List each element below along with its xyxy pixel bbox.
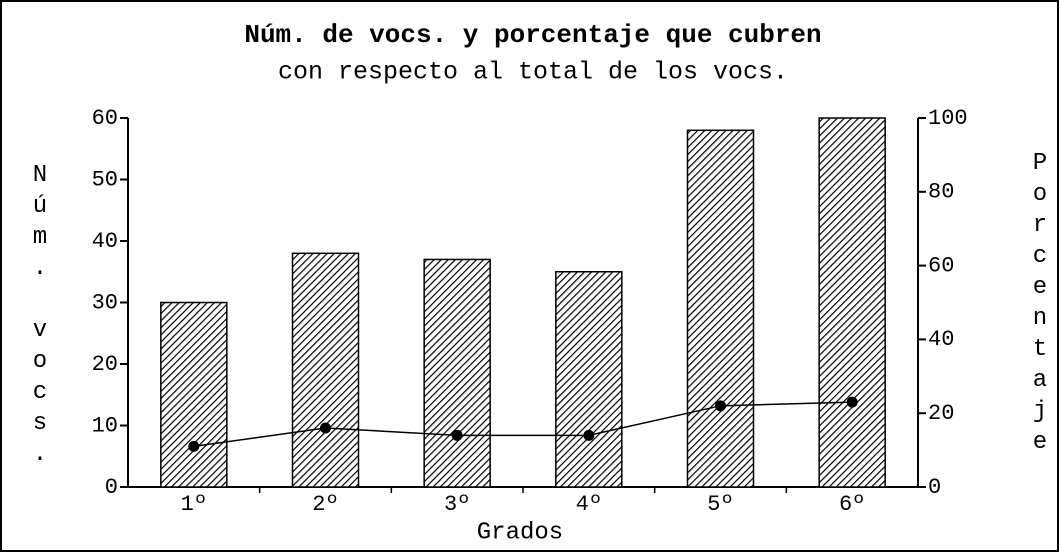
chart-title: Núm. de vocs. y porcentaje que cubren [244,20,821,50]
y-tick-label: 10 [92,413,118,438]
y2-tick-label: 60 [928,253,954,278]
y2-tick-label: 20 [928,401,954,426]
y-tick-label: 30 [92,290,118,315]
bar [555,271,623,488]
x-tick-label: 4º [576,492,602,517]
point [583,429,595,441]
y2-tick-label: 40 [928,327,954,352]
point [846,396,858,408]
bar [291,252,360,488]
bar [423,258,491,488]
x-tick-label: 6º [839,492,865,517]
bar [160,301,228,488]
point [188,440,200,452]
x-tick-label: 1º [181,492,207,517]
y2-tick-label: 100 [928,106,968,131]
y-tick-label: 50 [92,167,118,192]
point [320,422,331,434]
point [715,400,726,412]
point [451,429,463,441]
x-axis-label: Grados [477,519,563,546]
chart-subtitle: con respecto al total de los vocs. [278,58,788,87]
x-tick-label: 5º [707,492,733,517]
line [193,401,853,448]
y-axis-label: Núm. vocs. [27,162,54,472]
y2-tick-label: 80 [928,180,954,205]
x-tick-label: 2º [312,492,338,517]
y2-axis-label: Porcentaje [1027,150,1054,460]
x-tick-label: 3º [444,492,470,517]
y-tick-label: 60 [92,106,118,131]
y-tick-label: 0 [105,475,118,500]
y-tick-label: 40 [92,229,118,254]
y-tick-label: 20 [92,352,118,377]
bar [686,129,755,488]
y2-tick-label: 0 [928,475,941,500]
bar [818,117,886,488]
